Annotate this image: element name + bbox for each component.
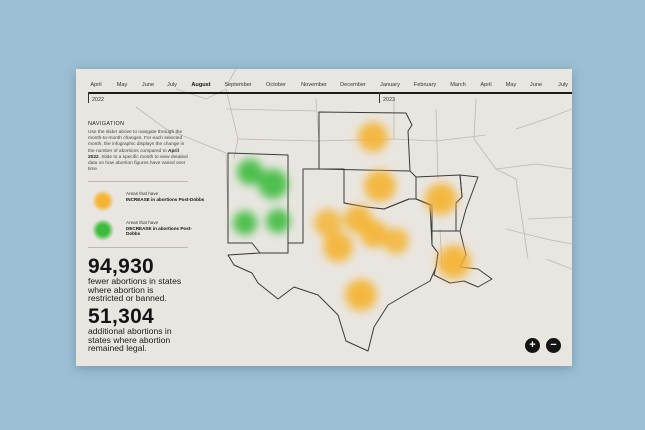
- month-september-2022[interactable]: September: [224, 82, 252, 88]
- month-may-2023[interactable]: May: [505, 82, 517, 88]
- increase-cluster: [323, 232, 353, 262]
- background-state-borders: [135, 69, 572, 270]
- month-december-2022[interactable]: December: [340, 82, 366, 88]
- increase-cluster: [437, 245, 471, 279]
- navigation-description: Use the slider above to navigate through…: [88, 130, 188, 173]
- increase-swatch-icon: [92, 190, 114, 212]
- month-november-2022[interactable]: November: [301, 82, 327, 88]
- month-slider[interactable]: April May June July August September Oct…: [76, 69, 572, 107]
- navigation-heading: NAVIGATION: [88, 121, 125, 127]
- data-clusters: [233, 122, 471, 311]
- increase-cluster: [314, 209, 342, 237]
- infographic-panel: April May June July August September Oct…: [76, 69, 572, 366]
- minus-icon: −: [550, 339, 557, 351]
- zoom-out-button[interactable]: −: [546, 338, 561, 353]
- year-marker-2023: [379, 92, 380, 103]
- legend-increase-label: Areas that have INCREASE in abortions Pos…: [126, 191, 205, 202]
- decrease-cluster: [258, 169, 288, 199]
- month-june-2023[interactable]: June: [529, 82, 543, 88]
- month-january-2023[interactable]: January: [380, 82, 400, 88]
- increase-cluster: [358, 122, 388, 152]
- zoom-in-button[interactable]: +: [525, 338, 540, 353]
- fewer-abortions-number: 94,930: [88, 255, 155, 278]
- fewer-abortions-description: fewer abortions in states where abortion…: [88, 276, 182, 304]
- year-label-2022: 2022: [92, 97, 104, 103]
- increase-cluster: [383, 228, 409, 254]
- decrease-cluster: [237, 159, 263, 185]
- additional-abortions-description: additional abortions in states where abo…: [88, 326, 172, 354]
- increase-cluster: [425, 183, 457, 215]
- legend-increase: Areas that have INCREASE in abortions Pos…: [88, 190, 208, 216]
- increase-cluster: [360, 220, 388, 248]
- divider: [88, 247, 188, 248]
- month-march-2023[interactable]: March: [450, 82, 466, 88]
- month-april-2022[interactable]: April: [90, 82, 102, 88]
- legend-decrease-label: Areas that have DECREASE in abortions Pos…: [126, 220, 192, 237]
- decrease-swatch-icon: [92, 219, 114, 241]
- month-february-2023[interactable]: February: [413, 82, 437, 88]
- month-july-2022[interactable]: July: [167, 82, 177, 88]
- month-october-2022[interactable]: October: [266, 82, 286, 88]
- map[interactable]: [76, 69, 572, 366]
- legend-decrease: Areas that have DECREASE in abortions Pos…: [88, 219, 208, 245]
- highlighted-state-borders: [227, 111, 493, 352]
- increase-cluster: [345, 279, 377, 311]
- plus-icon: +: [529, 339, 536, 351]
- decrease-cluster: [266, 209, 290, 233]
- slider-track[interactable]: [88, 92, 572, 94]
- month-june-2022[interactable]: June: [141, 82, 155, 88]
- month-july-2023[interactable]: July: [558, 82, 568, 88]
- month-may-2022[interactable]: May: [116, 82, 128, 88]
- month-april-2023[interactable]: April: [480, 82, 492, 88]
- decrease-cluster: [233, 211, 257, 235]
- divider: [88, 181, 188, 182]
- increase-cluster: [364, 170, 396, 202]
- year-marker-2022: [88, 92, 89, 103]
- additional-abortions-number: 51,304: [88, 305, 155, 328]
- month-august-2022[interactable]: August: [191, 82, 211, 88]
- navigation-panel: NAVIGATION Use the slider above to navig…: [88, 121, 198, 173]
- year-label-2023: 2023: [383, 97, 395, 103]
